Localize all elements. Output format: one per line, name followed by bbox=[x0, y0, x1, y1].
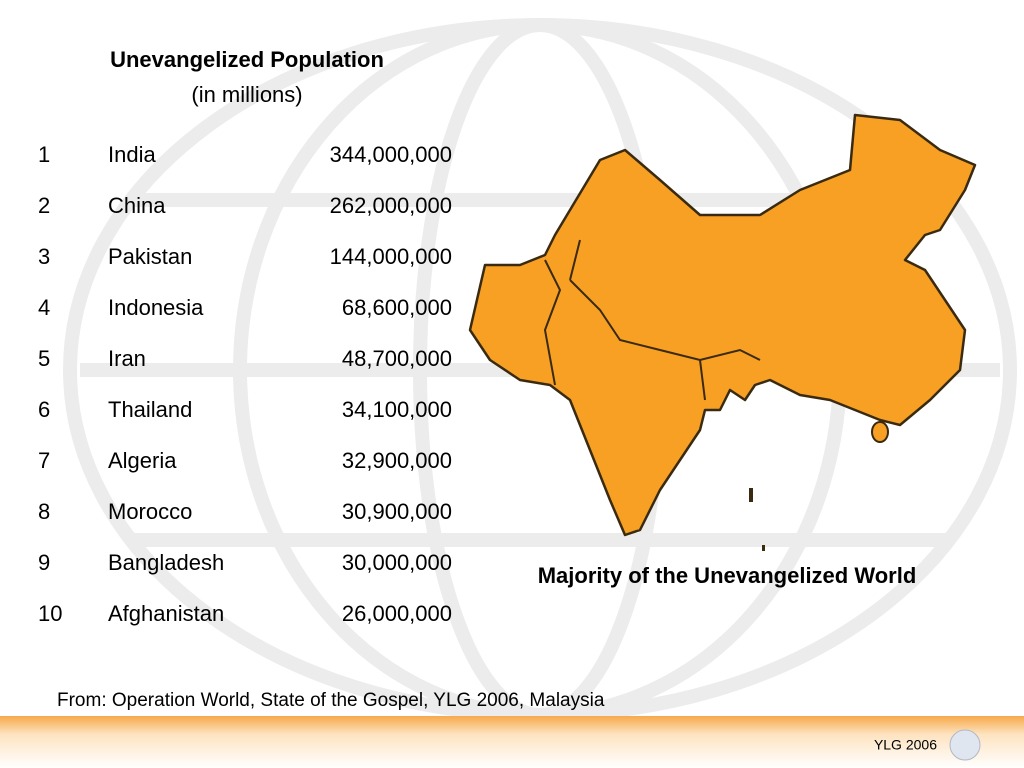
population-cell: 30,900,000 bbox=[342, 499, 452, 524]
rank-cell: 2 bbox=[38, 193, 50, 218]
rank-cell: 8 bbox=[38, 499, 50, 524]
rank-cell: 5 bbox=[38, 346, 50, 371]
population-cell: 30,000,000 bbox=[342, 550, 452, 575]
population-table: 1 India 344,000,000 2 China 262,000,000 3 Pakis… bbox=[38, 142, 452, 626]
rank-cell: 4 bbox=[38, 295, 50, 320]
country-cell: China bbox=[108, 193, 166, 218]
table-subtitle: (in millions) bbox=[191, 82, 302, 107]
country-cell: Pakistan bbox=[108, 244, 192, 269]
rank-cell: 3 bbox=[38, 244, 50, 269]
population-cell: 144,000,000 bbox=[330, 244, 452, 269]
population-cell: 344,000,000 bbox=[330, 142, 452, 167]
map-caption: Majority of the Unevangelized World bbox=[538, 563, 917, 588]
population-cell: 262,000,000 bbox=[330, 193, 452, 218]
asia-map bbox=[468, 113, 977, 551]
footer-logo bbox=[949, 729, 981, 761]
country-cell: Bangladesh bbox=[108, 550, 224, 575]
footer-label: YLG 2006 bbox=[874, 737, 937, 753]
footer-band bbox=[0, 716, 1024, 768]
population-cell: 34,100,000 bbox=[342, 397, 452, 422]
rank-cell: 1 bbox=[38, 142, 50, 167]
country-cell: India bbox=[108, 142, 156, 167]
population-cell: 26,000,000 bbox=[342, 601, 452, 626]
population-cell: 32,900,000 bbox=[342, 448, 452, 473]
table-title: Unevangelized Population bbox=[110, 47, 384, 72]
country-cell: Thailand bbox=[108, 397, 192, 422]
population-cell: 48,700,000 bbox=[342, 346, 452, 371]
source-note: From: Operation World, State of the Gosp… bbox=[57, 690, 605, 711]
country-cell: Morocco bbox=[108, 499, 192, 524]
country-cell: Indonesia bbox=[108, 295, 204, 320]
country-cell: Afghanistan bbox=[108, 601, 224, 626]
rank-cell: 10 bbox=[38, 601, 62, 626]
rank-cell: 7 bbox=[38, 448, 50, 473]
rank-cell: 6 bbox=[38, 397, 50, 422]
country-cell: Iran bbox=[108, 346, 146, 371]
country-cell: Algeria bbox=[108, 448, 177, 473]
population-cell: 68,600,000 bbox=[342, 295, 452, 320]
rank-cell: 9 bbox=[38, 550, 50, 575]
